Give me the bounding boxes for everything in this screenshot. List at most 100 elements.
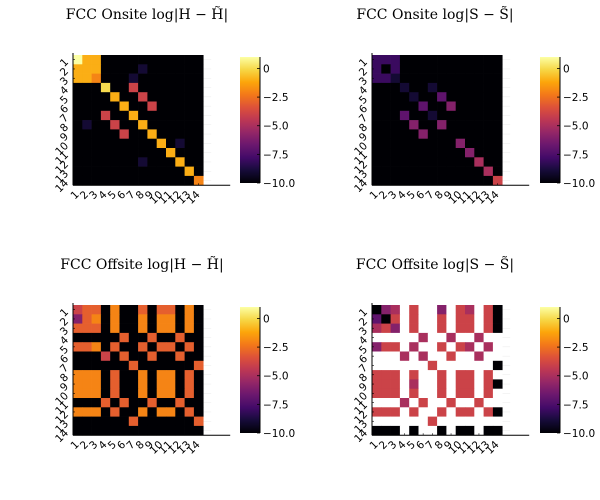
heatmap-cell [437,305,447,315]
heatmap-cell [390,82,401,93]
heatmap-cell [82,82,92,93]
heatmap-cell [437,148,447,158]
heatmap-cell [193,175,204,186]
heatmap-cell [184,370,195,380]
heatmap-cell [455,64,466,74]
heatmap-cell [73,379,83,390]
heatmap-cell [427,82,438,93]
heatmap-cell [390,342,401,352]
heatmap-cell [455,175,466,186]
heatmap-cell [474,314,484,324]
heatmap-cell [409,148,419,158]
heatmap-cell [119,407,130,417]
heatmap-cell [437,175,447,186]
heatmap-cell [119,129,130,140]
heatmap-cell [184,398,195,408]
heatmap-cell [455,314,466,324]
heatmap-cell [427,314,438,324]
heatmap-cell [110,55,120,65]
heatmap-cell [465,64,475,74]
heatmap-cell [91,342,102,352]
heatmap-cell [399,379,410,390]
heatmap-cell [184,73,195,84]
colorbar-gradient [240,307,260,433]
heatmap-cell [156,416,167,427]
heatmap-cell [119,342,130,352]
heatmap-cell [474,166,484,177]
heatmap-cell [73,342,83,352]
heatmap-cell [399,407,410,417]
heatmap-cell [184,332,195,343]
heatmap-cell [399,64,410,74]
heatmap-panel-offsite-h: FCC Offsite log|H − H̃|12345678910111213… [53,255,295,456]
heatmap-cell [446,157,457,167]
heatmap-cell [390,416,401,427]
heatmap-cell [372,323,382,334]
heatmap-cell [175,120,185,130]
heatmap-cell [156,314,167,324]
heatmap-cell [147,425,158,436]
heatmap-cell [184,101,195,112]
heatmap-cell [193,370,204,380]
heatmap-cell [156,101,167,112]
heatmap-cell [492,407,503,417]
heatmap-cell [82,129,92,140]
heatmap-cell [166,73,176,84]
heatmap-cell [399,55,410,65]
heatmap-cell [381,148,391,158]
heatmap-cell [128,407,139,417]
heatmap-cell [483,55,494,65]
heatmap-cell [492,55,503,65]
heatmap-cell [381,175,391,186]
heatmap-cell [119,398,130,408]
heatmap-cell [128,360,139,371]
heatmap-cell [455,92,466,102]
heatmap-cell [381,398,391,408]
heatmap-cell [91,64,102,74]
heatmap-cell [175,175,185,186]
heatmap-cell [437,416,447,427]
heatmap-cell [427,138,438,149]
heatmap-cell [193,82,204,93]
heatmap-cell [156,379,167,390]
colorbar-offsite-s: 0 −2.5 −5.0 −7.5 −10.0 [540,307,595,440]
heatmap-cell [91,166,102,177]
heatmap-cell [100,64,111,74]
heatmap-cell [138,314,148,324]
heatmap-cell [437,82,447,93]
heatmap-cell [372,120,382,130]
heatmap-cell [427,323,438,334]
heatmap-cell [82,342,92,352]
heatmap-cell [399,157,410,167]
colorbar-tick-label: −5.0 [263,121,289,133]
heatmap-cell [437,398,447,408]
heatmap-cell [110,398,120,408]
heatmap-cell [147,129,158,140]
heatmap-cell [156,305,167,315]
heatmap-cell [193,110,204,121]
heatmap-cell [100,157,111,167]
panel-title: FCC Offsite log|S − S̃| [356,255,514,273]
heatmap-cell [82,398,92,408]
colorbar-offsite-h: 0 −2.5 −5.0 −7.5 −10.0 [240,307,295,440]
heatmap-cell [446,425,457,436]
heatmap-cell [73,166,83,177]
heatmap-cell [465,148,475,158]
heatmap-cell [399,370,410,380]
heatmap-cell [446,379,457,390]
heatmap-cell [73,110,83,121]
heatmap-cell [492,101,503,112]
heatmap-cell [437,110,447,121]
heatmap-cell [492,332,503,343]
heatmap-cell [390,370,401,380]
heatmap-cell [82,73,92,84]
heatmap-cell [147,388,158,399]
heatmap-cell [409,332,419,343]
heatmap-cell [128,305,139,315]
colorbar-onsite-h: 0 −2.5 −5.0 −7.5 −10.0 [240,57,295,190]
heatmap-cell [409,138,419,149]
heatmap-cell [474,101,484,112]
heatmap-cell [91,314,102,324]
heatmap-cell [119,351,130,362]
heatmap-cell [372,129,382,140]
